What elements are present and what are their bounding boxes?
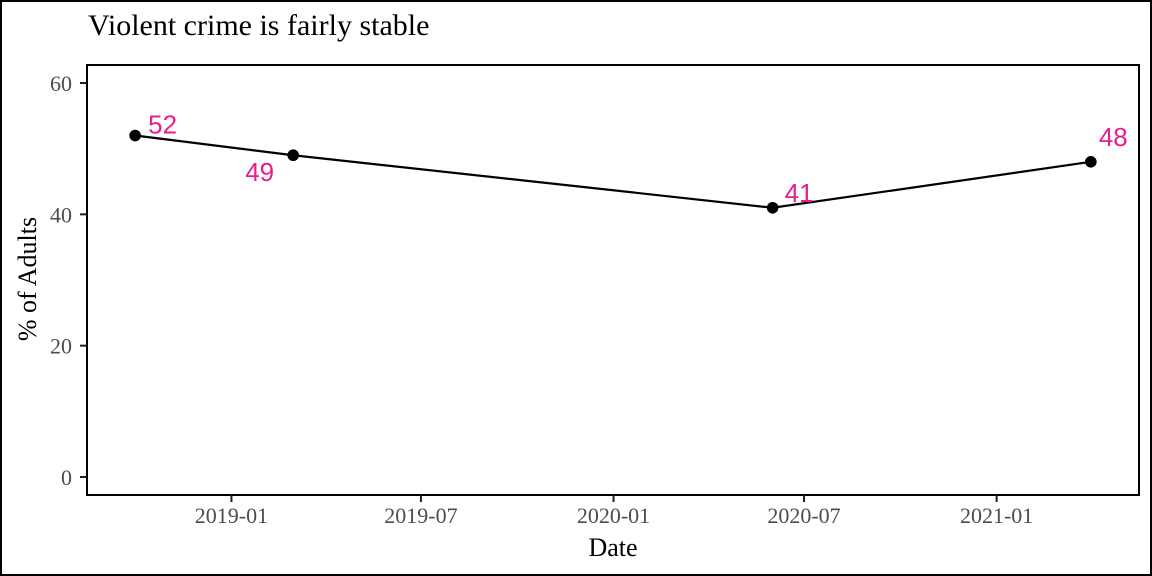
x-tick-label: 2019-01 [195, 503, 268, 528]
data-point-label: 41 [785, 178, 814, 208]
x-axis-ticks: 2019-01 2019-07 2020-01 2020-07 2021-01 [195, 495, 1033, 528]
y-tick-label: 40 [50, 202, 72, 227]
data-point-labels: 52 49 41 48 [148, 110, 1128, 208]
x-tick-label: 2021-01 [960, 503, 1033, 528]
data-point-label: 49 [245, 157, 274, 187]
x-tick-label: 2019-07 [384, 503, 457, 528]
data-point [766, 201, 779, 214]
y-axis-ticks: 0 20 40 60 [50, 71, 87, 490]
data-point-label: 52 [148, 110, 177, 140]
data-point [129, 129, 141, 142]
x-axis-title: Date [588, 533, 638, 562]
x-tick-label: 2020-07 [767, 503, 840, 528]
data-points [129, 129, 1097, 214]
panel-border [86, 64, 1140, 496]
y-tick-label: 20 [50, 334, 72, 359]
data-point [287, 149, 300, 162]
data-point [1085, 155, 1097, 168]
y-tick-label: 60 [50, 71, 72, 96]
x-tick-label: 2020-01 [577, 503, 650, 528]
chart-title: Violent crime is fairly stable [88, 9, 430, 42]
data-line [134, 134, 1092, 209]
y-tick-label: 0 [61, 465, 72, 490]
data-point-label: 48 [1099, 122, 1128, 152]
